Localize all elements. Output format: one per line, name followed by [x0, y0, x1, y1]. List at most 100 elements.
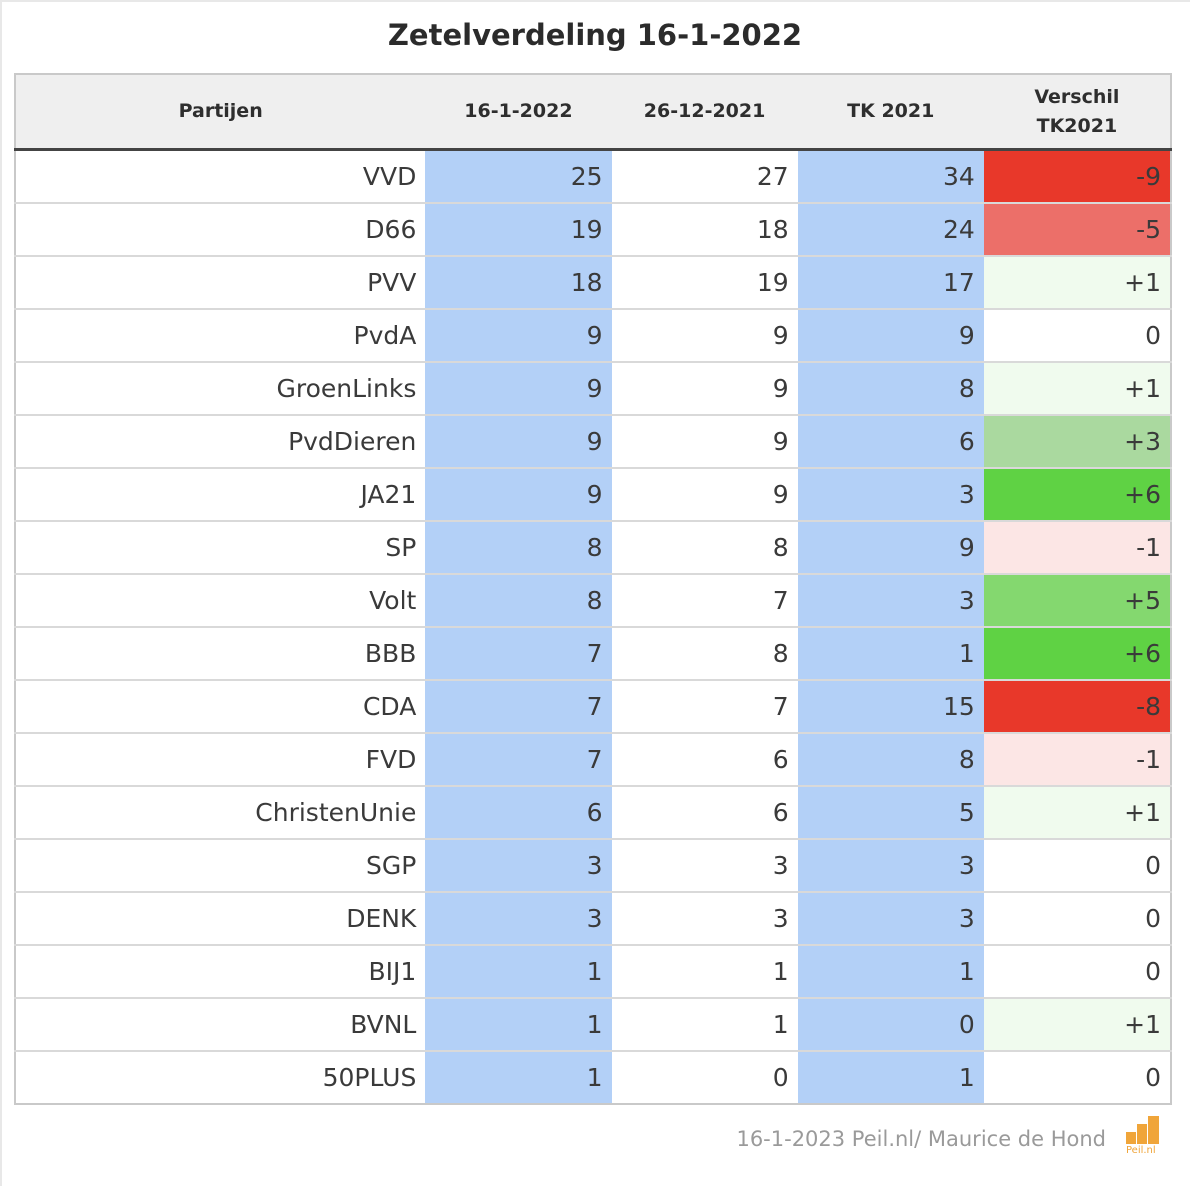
diff-tk2021-cell: 0	[983, 309, 1171, 363]
diff-tk2021-cell: -1	[983, 521, 1171, 575]
diff-tk2021-cell: 0	[983, 945, 1171, 999]
table-row: GroenLinks 9 9 8 +1	[15, 362, 1171, 416]
seats-26-12-2021-cell: 9	[611, 362, 798, 416]
seats-16-1-2022-cell: 8	[425, 521, 612, 575]
logo-bar-icon	[1126, 1132, 1136, 1144]
party-name-cell: BBB	[15, 627, 426, 681]
seats-tk-2021-cell: 9	[797, 309, 984, 363]
party-name-cell: ChristenUnie	[15, 786, 426, 840]
party-name-cell: PVV	[15, 256, 426, 310]
source-credit: 16-1-2023 Peil.nl/ Maurice de Hond	[736, 1127, 1106, 1151]
party-name-cell: DENK	[15, 892, 426, 946]
seats-16-1-2022-cell: 9	[425, 468, 612, 522]
table-row: PVV 18 19 17 +1	[15, 256, 1171, 310]
seats-26-12-2021-cell: 7	[611, 680, 798, 734]
seats-tk-2021-cell: 1	[797, 1051, 984, 1104]
seats-16-1-2022-cell: 18	[425, 256, 612, 310]
table-row: SP 8 8 9 -1	[15, 521, 1171, 575]
seats-26-12-2021-cell: 27	[611, 149, 798, 204]
seats-16-1-2022-cell: 9	[425, 309, 612, 363]
seats-16-1-2022-cell: 7	[425, 733, 612, 787]
diff-tk2021-cell: +5	[983, 574, 1171, 628]
seats-tk-2021-cell: 3	[797, 892, 984, 946]
table-title: Zetelverdeling 16-1-2022	[387, 18, 803, 52]
seats-26-12-2021-cell: 9	[611, 415, 798, 469]
diff-tk2021-cell: +6	[983, 468, 1171, 522]
logo-bar-icon	[1137, 1124, 1147, 1144]
party-name-cell: 50PLUS	[15, 1051, 426, 1104]
seats-26-12-2021-cell: 1	[611, 945, 798, 999]
diff-tk2021-cell: +6	[983, 627, 1171, 681]
table-row: VVD 25 27 34 -9	[15, 149, 1171, 204]
seats-26-12-2021-cell: 1	[611, 998, 798, 1052]
party-name-cell: GroenLinks	[15, 362, 426, 416]
seats-tk-2021-cell: 8	[797, 362, 984, 416]
seats-tk-2021-cell: 1	[797, 945, 984, 999]
party-name-cell: PvdA	[15, 309, 426, 363]
party-name-cell: VVD	[15, 149, 426, 204]
party-name-cell: SGP	[15, 839, 426, 893]
header-verschil-line2: TK2021	[1036, 114, 1118, 137]
seats-tk-2021-cell: 1	[797, 627, 984, 681]
diff-tk2021-cell: -8	[983, 680, 1171, 734]
table-row: BBB 7 8 1 +6	[15, 627, 1171, 681]
table-row: Volt 8 7 3 +5	[15, 574, 1171, 628]
table-row: PvdA 9 9 9 0	[15, 309, 1171, 363]
diff-tk2021-cell: 0	[983, 1051, 1171, 1104]
diff-tk2021-cell: +1	[983, 786, 1171, 840]
diff-tk2021-cell: +1	[983, 362, 1171, 416]
seats-tk-2021-cell: 15	[797, 680, 984, 734]
seats-tk-2021-cell: 3	[797, 839, 984, 893]
seats-26-12-2021-cell: 9	[611, 309, 798, 363]
seats-tk-2021-cell: 3	[797, 574, 984, 628]
table-row: JA21 9 9 3 +6	[15, 468, 1171, 522]
seats-26-12-2021-cell: 3	[611, 839, 798, 893]
seats-tk-2021-cell: 6	[797, 415, 984, 469]
seats-tk-2021-cell: 3	[797, 468, 984, 522]
seats-tk-2021-cell: 34	[797, 149, 984, 204]
seats-tk-2021-cell: 17	[797, 256, 984, 310]
diff-tk2021-cell: -1	[983, 733, 1171, 787]
seats-16-1-2022-cell: 1	[425, 998, 612, 1052]
party-name-cell: CDA	[15, 680, 426, 734]
header-verschil: Verschil TK2021	[983, 74, 1171, 151]
seats-16-1-2022-cell: 6	[425, 786, 612, 840]
header-16-1-2022: 16-1-2022	[425, 74, 612, 151]
logo-text: Peil.nl	[1126, 1145, 1156, 1156]
header-26-12-2021: 26-12-2021	[611, 74, 798, 151]
party-name-cell: D66	[15, 203, 426, 257]
table-row: ChristenUnie 6 6 5 +1	[15, 786, 1171, 840]
diff-tk2021-cell: +3	[983, 415, 1171, 469]
diff-tk2021-cell: 0	[983, 839, 1171, 893]
header-party: Partijen	[15, 74, 426, 151]
seats-16-1-2022-cell: 3	[425, 892, 612, 946]
diff-tk2021-cell: +1	[983, 998, 1171, 1052]
seats-16-1-2022-cell: 1	[425, 1051, 612, 1104]
seats-26-12-2021-cell: 9	[611, 468, 798, 522]
seats-16-1-2022-cell: 8	[425, 574, 612, 628]
logo-bar-icon	[1148, 1116, 1159, 1144]
table-row: PvdDieren 9 9 6 +3	[15, 415, 1171, 469]
seats-16-1-2022-cell: 3	[425, 839, 612, 893]
seats-26-12-2021-cell: 0	[611, 1051, 798, 1104]
table-row: SGP 3 3 3 0	[15, 839, 1171, 893]
seats-26-12-2021-cell: 8	[611, 627, 798, 681]
seats-16-1-2022-cell: 19	[425, 203, 612, 257]
peil-logo: Peil.nl	[1126, 1114, 1166, 1156]
seats-16-1-2022-cell: 9	[425, 362, 612, 416]
header-verschil-line1: Verschil	[1034, 85, 1120, 108]
table-row: D66 19 18 24 -5	[15, 203, 1171, 257]
table-row: DENK 3 3 3 0	[15, 892, 1171, 946]
seats-26-12-2021-cell: 18	[611, 203, 798, 257]
table-row: BVNL 1 1 0 +1	[15, 998, 1171, 1052]
seats-tk-2021-cell: 9	[797, 521, 984, 575]
seats-tk-2021-cell: 0	[797, 998, 984, 1052]
header-row: Partijen 16-1-2022 26-12-2021 TK 2021 Ve…	[15, 74, 1171, 151]
party-name-cell: BIJ1	[15, 945, 426, 999]
seats-16-1-2022-cell: 9	[425, 415, 612, 469]
party-name-cell: SP	[15, 521, 426, 575]
seats-26-12-2021-cell: 19	[611, 256, 798, 310]
table-row: CDA 7 7 15 -8	[15, 680, 1171, 734]
seats-16-1-2022-cell: 7	[425, 680, 612, 734]
